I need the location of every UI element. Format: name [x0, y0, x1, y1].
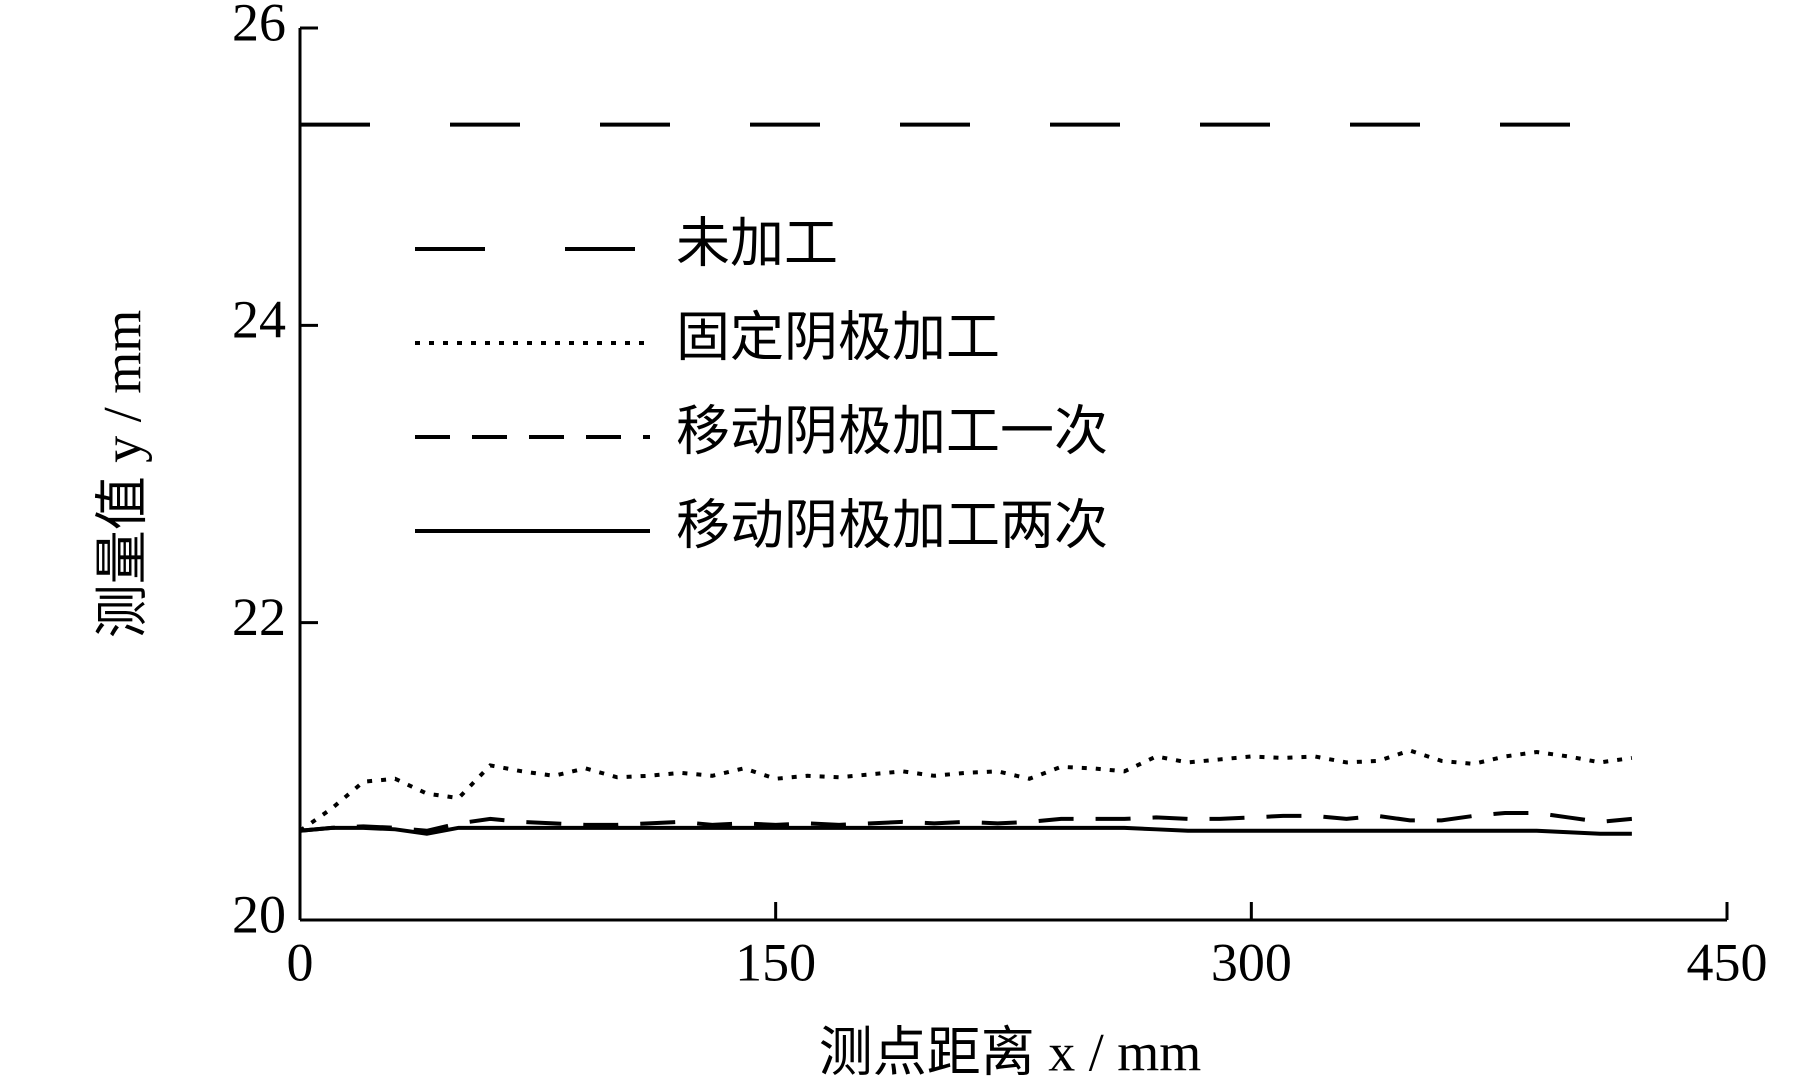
x-tick-label: 150: [735, 932, 816, 992]
y-tick-label: 24: [232, 290, 286, 350]
data-line: [298, 748, 1633, 833]
x-tick-label: 450: [1687, 932, 1768, 992]
x-axis-label: 测点距离 x / mm: [819, 1022, 1202, 1082]
data-line: [299, 825, 1632, 836]
legend-label: 固定阴极加工: [676, 307, 1000, 367]
x-tick-label: 0: [287, 932, 314, 992]
y-axis-label: 测量值 y / mm: [92, 310, 152, 639]
data-line: [299, 810, 1633, 833]
y-tick-label: 22: [232, 587, 286, 647]
legend-label: 移动阴极加工一次: [676, 401, 1108, 461]
legend-label: 移动阴极加工两次: [676, 495, 1108, 555]
y-tick-label: 26: [232, 0, 286, 52]
x-tick-label: 300: [1211, 932, 1292, 992]
legend-label: 未加工: [676, 213, 838, 273]
y-tick-label: 20: [232, 884, 286, 944]
